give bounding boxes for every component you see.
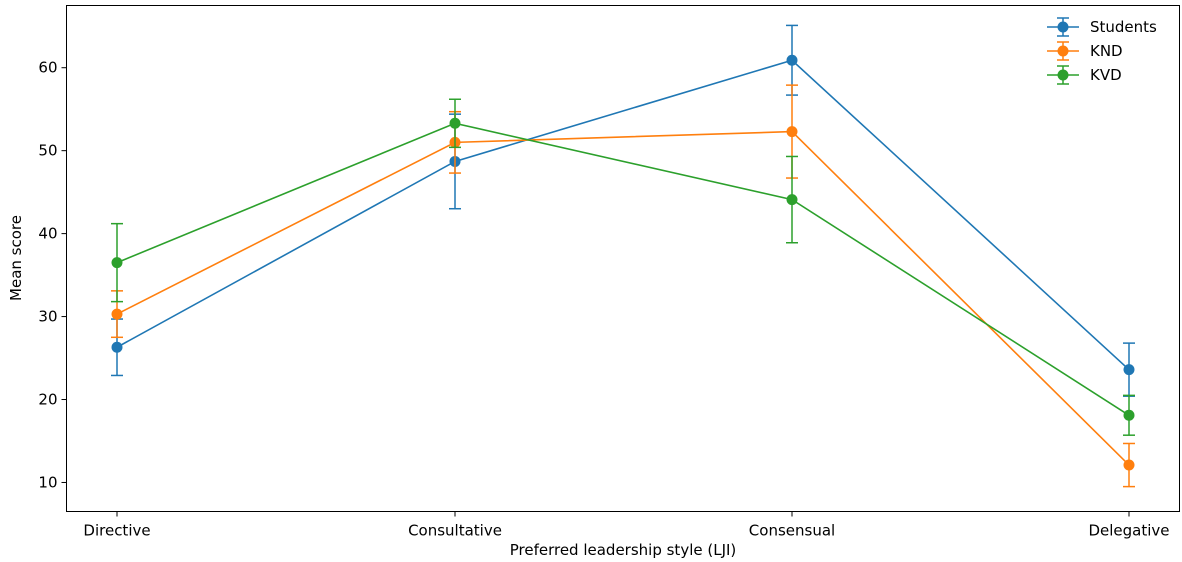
point-students-delegative (1123, 364, 1135, 376)
x-tick-label-directive: Directive (83, 522, 150, 540)
x-axis-title: Preferred leadership style (LJI) (510, 541, 737, 559)
legend-label-knd: KND (1090, 42, 1123, 60)
point-students-directive (111, 341, 123, 353)
y-tick-label-40: 40 (38, 225, 57, 243)
legend-label-students: Students (1090, 18, 1157, 36)
x-axis: Directive Consultative Consensual Delegativ… (83, 511, 1170, 540)
point-students-consensual (786, 54, 798, 66)
point-knd-delegative (1123, 459, 1135, 471)
series-students (111, 24, 1135, 397)
x-tick-label-consultative: Consultative (408, 522, 502, 540)
y-axis-title: Mean score (7, 215, 25, 301)
legend-label-kvd: KVD (1090, 66, 1122, 84)
y-axis: 10 20 30 40 50 60 (38, 59, 67, 491)
point-kvd-delegative (1123, 409, 1135, 421)
legend-item-students: Students (1047, 17, 1157, 37)
point-kvd-consultative (449, 117, 461, 129)
series-kvd (111, 98, 1135, 436)
y-tick-label-30: 30 (38, 308, 57, 326)
series-layer (111, 24, 1135, 488)
line-students (116, 59, 1130, 371)
legend-item-knd: KND (1047, 41, 1123, 61)
point-knd-directive (111, 308, 123, 320)
x-tick-label-delegative: Delegative (1088, 522, 1169, 540)
y-tick-label-50: 50 (38, 142, 57, 160)
x-tick-label-consensual: Consensual (749, 522, 835, 540)
plot-frame (66, 5, 1180, 512)
line-kvd (116, 122, 1130, 416)
point-knd-consensual (786, 126, 798, 138)
legend: Students KND KVD (1047, 17, 1157, 85)
line-knd (116, 130, 1130, 466)
point-kvd-directive (111, 257, 123, 269)
legend-item-kvd: KVD (1047, 65, 1122, 85)
point-kvd-consensual (786, 194, 798, 206)
y-tick-label-60: 60 (38, 59, 57, 77)
y-tick-label-20: 20 (38, 391, 57, 409)
y-tick-label-10: 10 (38, 473, 57, 491)
series-knd (111, 84, 1135, 488)
